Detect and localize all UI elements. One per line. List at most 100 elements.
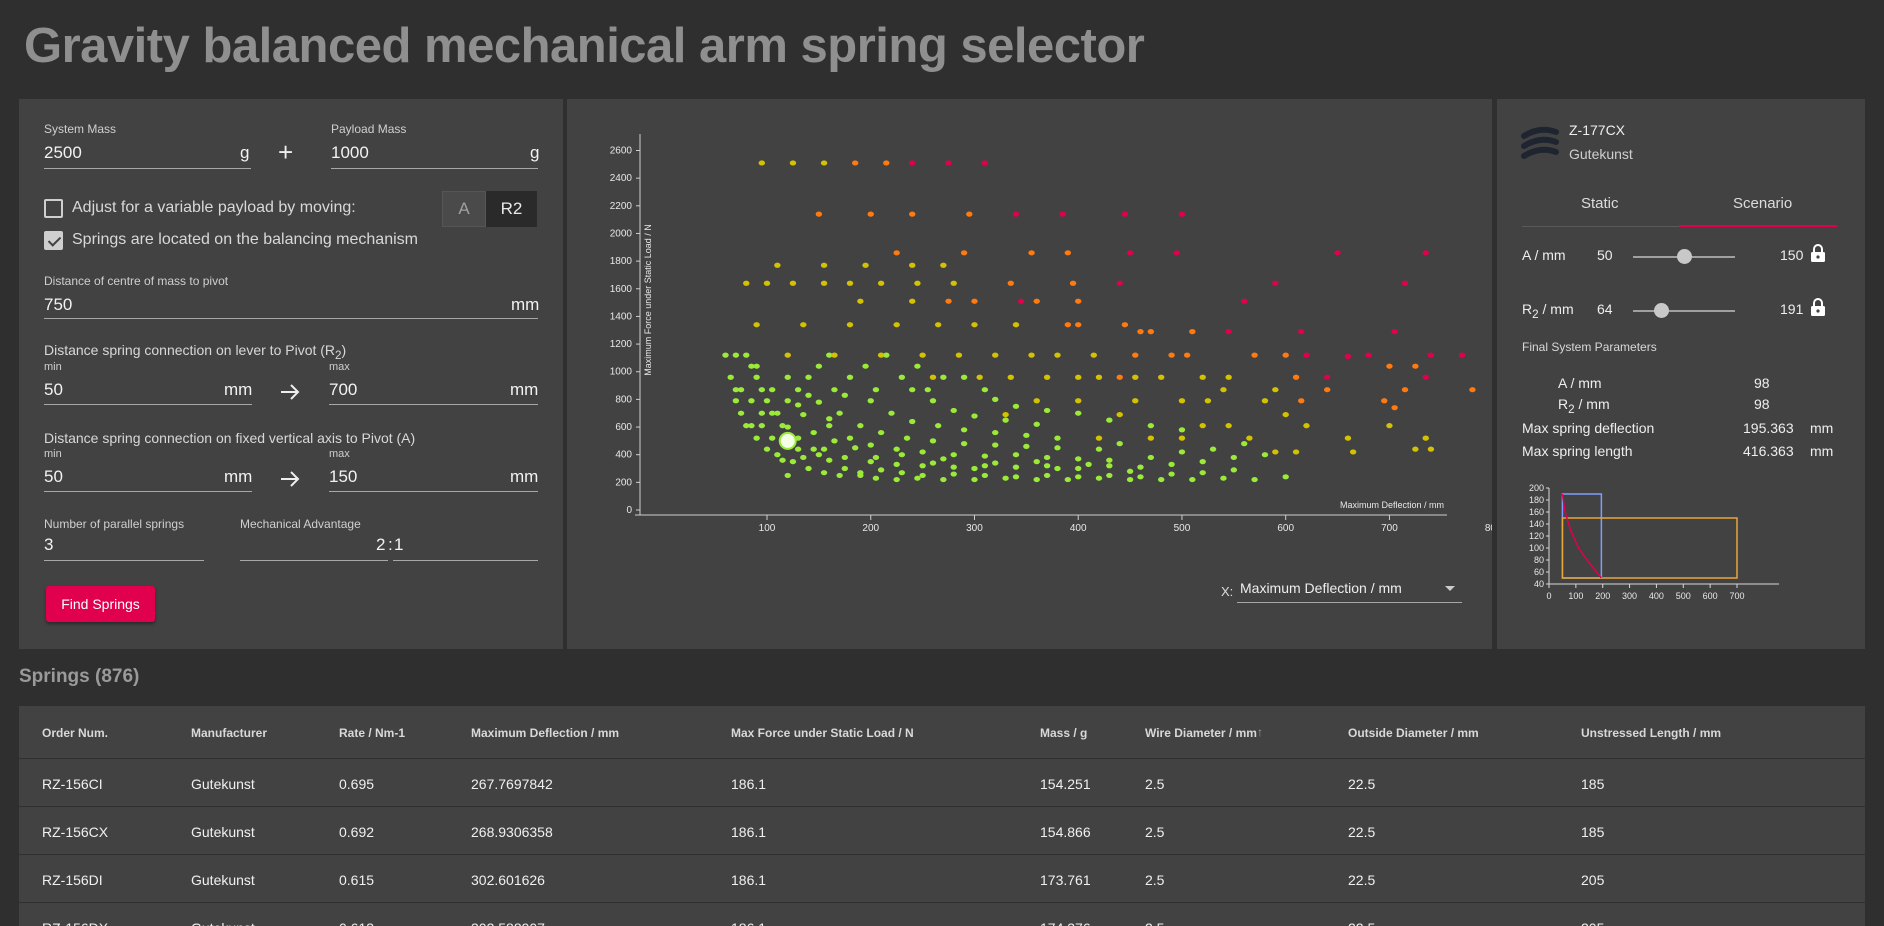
a-max-unit: mm — [510, 467, 539, 486]
mechanical-advantage-left-input[interactable]: 2 — [376, 535, 386, 554]
mini-x-tick-label: 400 — [1649, 591, 1664, 601]
r2-slider-track[interactable] — [1633, 310, 1735, 312]
data-point — [1002, 411, 1009, 418]
r2-min-input[interactable]: 50 — [44, 380, 63, 399]
a-slider-thumb[interactable] — [1677, 249, 1692, 264]
a-min-label: min — [44, 448, 62, 460]
data-point — [1178, 211, 1186, 217]
table-row[interactable]: RZ-156DI Gutekunst 0.615 302.601626 186.1 173… — [19, 854, 1865, 902]
adjust-payload-checkbox[interactable] — [44, 199, 63, 218]
cell-max-force: 186.1 — [731, 872, 767, 888]
header-max-force[interactable]: Max Force under Static Load / N — [731, 726, 914, 740]
a-min-input[interactable]: 50 — [44, 467, 63, 486]
data-point — [1116, 441, 1123, 447]
data-point — [1381, 398, 1388, 404]
toggle-r2-button[interactable]: R2 — [486, 191, 537, 227]
system-mass-unit: g — [240, 143, 250, 162]
header-unstressed-length[interactable]: Unstressed Length / mm — [1581, 726, 1722, 740]
header-order-num[interactable]: Order Num. — [42, 726, 109, 740]
data-point — [1272, 449, 1279, 455]
header-mass[interactable]: Mass / g — [1040, 726, 1088, 740]
data-point — [768, 435, 776, 441]
data-point — [1137, 474, 1144, 480]
r2-slider-thumb[interactable] — [1653, 303, 1669, 318]
header-max-deflection[interactable]: Maximum Deflection / mm — [471, 726, 620, 740]
data-point — [1033, 298, 1040, 304]
r2-min-underline — [44, 404, 252, 405]
data-point — [1064, 476, 1072, 483]
a-max-input[interactable]: 150 — [329, 467, 358, 486]
param-r2-label: R2 / mm — [1558, 396, 1610, 416]
cell-max-force: 186.1 — [731, 824, 767, 840]
chevron-down-icon[interactable] — [1444, 585, 1456, 593]
payload-mass-input[interactable]: 1000 — [331, 143, 369, 162]
data-point — [851, 445, 859, 451]
data-point — [1095, 446, 1103, 452]
cell-max-force: 186.1 — [731, 776, 767, 792]
data-point — [1225, 329, 1232, 335]
data-point — [1303, 423, 1310, 429]
data-point — [981, 463, 989, 469]
data-point — [1002, 417, 1009, 423]
toggle-a-button[interactable]: A — [442, 191, 486, 227]
param-length-value: 416.363 — [1743, 443, 1794, 459]
data-point — [1401, 387, 1409, 393]
geometry-rect — [1561, 493, 1603, 579]
a-max-label: max — [329, 448, 350, 460]
lock-icon[interactable] — [1810, 244, 1826, 262]
header-rate[interactable]: Rate / Nm-1 — [339, 726, 406, 740]
data-point — [909, 160, 916, 166]
mini-x-tick-label: 200 — [1595, 591, 1610, 601]
data-point — [831, 352, 838, 358]
table-row[interactable]: RZ-156CX Gutekunst 0.692 268.9306358 186.1 15… — [19, 806, 1865, 854]
sort-ascending-icon[interactable]: ↑ — [1257, 725, 1263, 739]
tab-static[interactable]: Static — [1581, 195, 1619, 212]
lock-icon[interactable] — [1810, 298, 1826, 316]
x-axis-selector[interactable]: Maximum Deflection / mm — [1240, 580, 1402, 596]
table-row[interactable]: RZ-156CI Gutekunst 0.695 267.7697842 186.1 15… — [19, 758, 1865, 806]
data-point — [872, 454, 880, 461]
header-wire-diameter[interactable]: Wire Diameter / mm — [1145, 726, 1257, 740]
header-outside-diameter[interactable]: Outside Diameter / mm — [1348, 726, 1479, 740]
data-point — [1116, 411, 1123, 418]
data-point — [815, 363, 823, 369]
data-point — [1121, 211, 1129, 217]
x-tick-label: 500 — [1174, 523, 1191, 534]
data-point — [1158, 374, 1165, 380]
table-row[interactable]: RZ-156DX Gutekunst 0.613 303.588907 186.1 174… — [19, 902, 1865, 926]
data-point — [903, 435, 911, 441]
data-point — [800, 411, 807, 418]
param-a-value: 98 — [1754, 375, 1770, 391]
data-point — [1085, 461, 1092, 467]
scatter-chart[interactable]: 0 200 400 600 800 1000 1200 1400 1600 1800 2000 220… — [567, 99, 1492, 539]
tab-active-indicator — [1679, 225, 1837, 227]
data-point — [1220, 387, 1227, 393]
data-point — [1017, 298, 1025, 304]
mini-x-tick-label: 500 — [1676, 591, 1691, 601]
cell-max-force: 186.1 — [731, 920, 766, 926]
data-point — [1054, 352, 1061, 358]
data-point — [1043, 374, 1051, 380]
data-point — [857, 298, 864, 304]
a-min-unit: mm — [224, 467, 253, 486]
r2-slider-max: 191 — [1780, 301, 1804, 317]
mechanical-advantage-right-input[interactable]: 1 — [394, 535, 404, 554]
data-point — [743, 352, 750, 358]
springs-located-checkbox[interactable] — [44, 231, 63, 250]
data-point — [1272, 387, 1279, 393]
tab-scenario[interactable]: Scenario — [1733, 195, 1793, 212]
data-point — [950, 464, 957, 470]
r2-max-unit: mm — [510, 380, 539, 399]
data-point — [846, 435, 854, 441]
data-point — [1147, 423, 1155, 429]
parallel-springs-input[interactable]: 3 — [44, 535, 54, 554]
cell-max-deflection: 268.9306358 — [471, 824, 553, 840]
find-springs-button[interactable]: Find Springs — [46, 586, 155, 622]
r2-max-input[interactable]: 700 — [329, 380, 358, 399]
adjust-payload-label: Adjust for a variable payload by moving: — [72, 199, 356, 216]
y-tick-label: 2400 — [610, 173, 633, 184]
header-manufacturer[interactable]: Manufacturer — [191, 726, 268, 740]
x-axis-title: Maximum Deflection / mm — [1340, 500, 1444, 510]
system-mass-input[interactable]: 2500 — [44, 143, 82, 162]
distance-com-input[interactable]: 750 — [44, 295, 73, 314]
